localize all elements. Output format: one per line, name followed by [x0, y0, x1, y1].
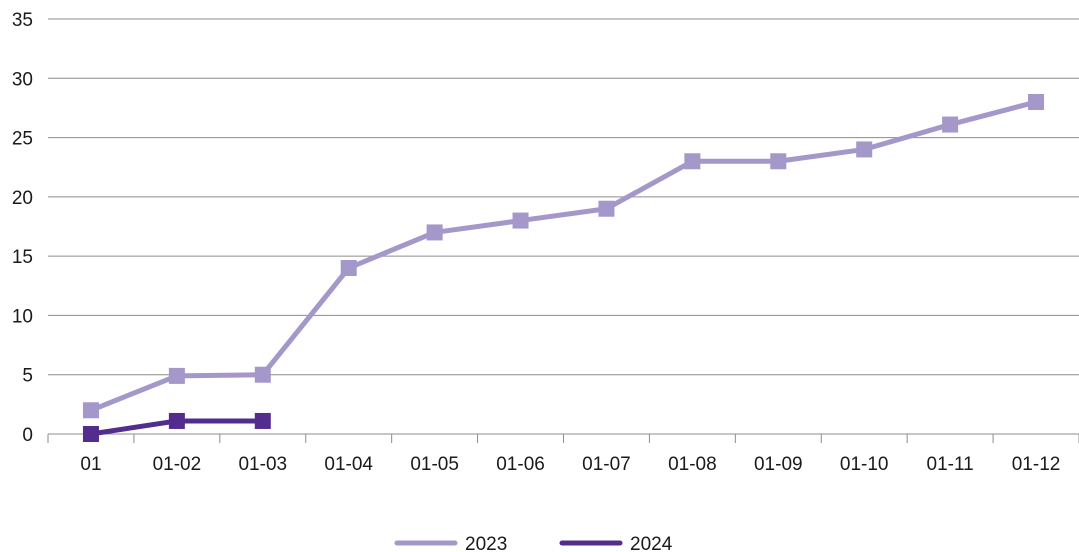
data-point: [82, 426, 99, 442]
data-point: [942, 116, 959, 133]
data-point: [168, 367, 185, 384]
data-point: [512, 212, 529, 229]
x-tick-label: 01-05: [410, 454, 459, 475]
x-tick-label: 01-06: [496, 454, 545, 475]
x-axis: 01 01-02 01-03 01-04 01-05 01-06 01-07 01-08 01-…: [47, 433, 1079, 475]
series-2024: [82, 412, 271, 442]
x-tick-label: 01-03: [238, 454, 287, 475]
y-axis: 0 5 10 15 20 25 30 35: [12, 10, 33, 446]
series-2023: [82, 94, 1045, 419]
y-tick-label: 25: [12, 129, 33, 150]
legend-label: 2024: [630, 534, 673, 552]
data-point: [684, 153, 701, 170]
data-point: [856, 141, 873, 158]
x-tick-label: 01-04: [324, 454, 373, 475]
y-tick-label: 5: [22, 366, 33, 387]
data-point: [426, 224, 443, 241]
data-point: [254, 412, 271, 429]
data-point: [168, 412, 185, 429]
x-tick-label: 01-10: [840, 454, 889, 475]
x-tick-label: 01-02: [153, 454, 202, 475]
data-point: [1028, 94, 1045, 110]
y-tick-label: 0: [22, 425, 33, 446]
y-tick-label: 35: [12, 10, 33, 31]
x-tick-label: 01-11: [927, 454, 974, 475]
data-point: [254, 366, 271, 383]
x-tick-label: 01: [80, 454, 101, 475]
legend-label: 2023: [465, 534, 507, 552]
x-tick-label: 01-09: [754, 454, 803, 475]
data-point: [598, 200, 615, 217]
data-point: [770, 153, 787, 170]
x-tick-label: 01-12: [1012, 454, 1061, 475]
legend: 2023 2024: [394, 534, 673, 552]
x-tick-label: 01-07: [582, 454, 631, 475]
y-tick-label: 20: [12, 188, 33, 209]
legend-item-2023: 2023: [394, 534, 507, 552]
x-tick-label: 01-08: [668, 454, 717, 475]
legend-item-2024: 2024: [559, 534, 673, 552]
data-point: [82, 402, 99, 419]
y-tick-label: 10: [12, 306, 33, 327]
series-group: [82, 94, 1045, 442]
series-line-2023: [88, 99, 1039, 413]
gridlines: [48, 18, 1079, 376]
y-tick-label: 30: [12, 69, 33, 90]
data-point: [340, 260, 357, 276]
y-tick-label: 15: [12, 247, 33, 268]
